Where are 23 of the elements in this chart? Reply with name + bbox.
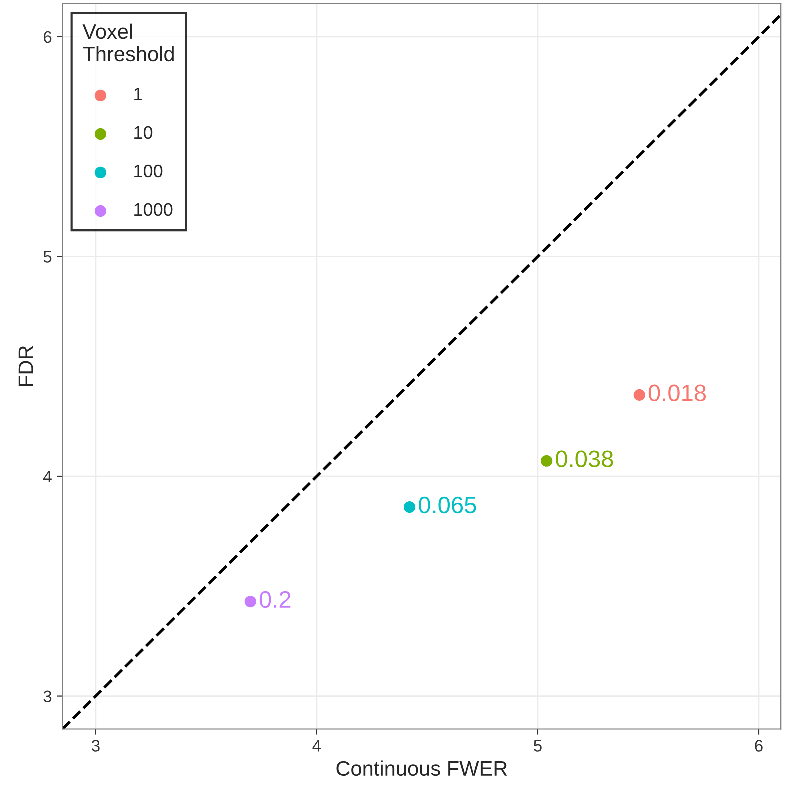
y-tick-label: 5 [44, 251, 52, 263]
x-tick-label: 4 [312, 740, 322, 752]
x-tick-label: 3 [92, 740, 100, 752]
y-tick-label: 4 [44, 471, 52, 483]
annotation: 0.2 [260, 591, 291, 608]
legend-label: 1 [134, 88, 142, 100]
legend-title: Voxel Threshold [82, 24, 174, 62]
x-tick-label: 5 [534, 740, 542, 752]
x-axis-title: Continuous FWER [336, 760, 508, 776]
x-tick-label: 6 [755, 740, 763, 752]
legend-label: 10 [134, 126, 153, 140]
point [404, 501, 416, 514]
annotation: 0.018 [648, 384, 706, 402]
y-tick-label: 3 [44, 690, 52, 702]
point [540, 455, 553, 467]
annotation: 0.065 [419, 496, 476, 514]
point [634, 389, 646, 401]
y-tick-label: 6 [44, 31, 52, 44]
y-axis-title: FDR [18, 346, 34, 386]
point [244, 596, 256, 608]
legend-label: 1000 [134, 203, 173, 216]
annotation: 0.038 [556, 450, 614, 468]
legend-label: 100 [134, 164, 163, 178]
